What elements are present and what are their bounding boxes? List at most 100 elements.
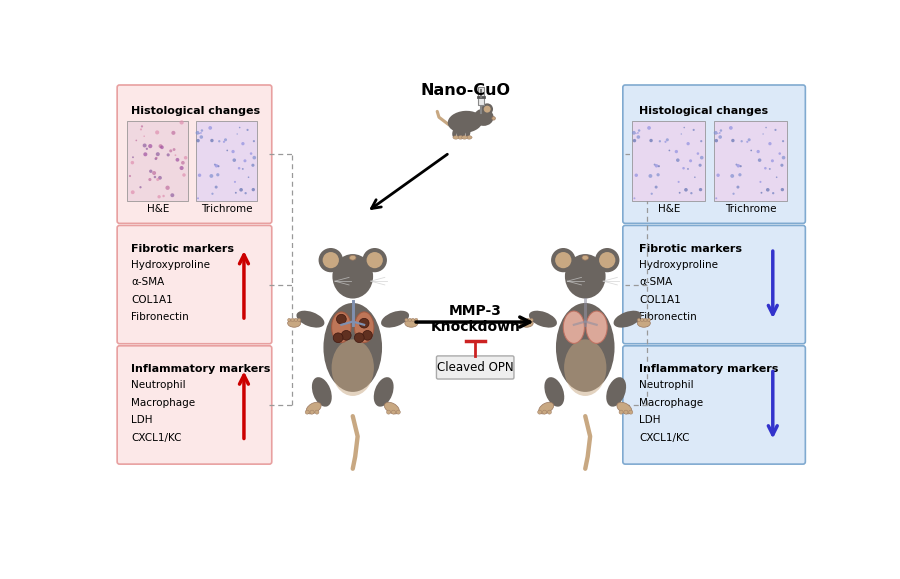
Bar bbox=[714, 121, 787, 201]
Circle shape bbox=[294, 318, 297, 321]
Circle shape bbox=[337, 314, 347, 324]
Circle shape bbox=[396, 410, 400, 414]
Circle shape bbox=[140, 129, 142, 130]
Circle shape bbox=[693, 129, 695, 131]
Circle shape bbox=[238, 127, 240, 129]
Circle shape bbox=[411, 318, 415, 321]
Circle shape bbox=[155, 130, 159, 134]
Circle shape bbox=[184, 156, 187, 159]
Ellipse shape bbox=[349, 255, 356, 260]
Text: Fibrotic markers: Fibrotic markers bbox=[131, 244, 235, 254]
Circle shape bbox=[158, 176, 162, 179]
Circle shape bbox=[234, 181, 236, 183]
Ellipse shape bbox=[374, 377, 393, 406]
Circle shape bbox=[355, 333, 365, 343]
Circle shape bbox=[227, 149, 228, 151]
FancyBboxPatch shape bbox=[436, 356, 514, 379]
Circle shape bbox=[651, 193, 652, 195]
Circle shape bbox=[152, 171, 156, 175]
Circle shape bbox=[716, 197, 717, 199]
Circle shape bbox=[170, 193, 175, 197]
Circle shape bbox=[215, 164, 218, 167]
Circle shape bbox=[179, 120, 184, 124]
Ellipse shape bbox=[296, 311, 324, 328]
Circle shape bbox=[148, 178, 151, 181]
Bar bbox=[127, 121, 188, 201]
FancyBboxPatch shape bbox=[117, 225, 272, 344]
Circle shape bbox=[717, 133, 718, 134]
Text: COL1A1: COL1A1 bbox=[639, 295, 681, 305]
Circle shape bbox=[654, 186, 658, 189]
Circle shape bbox=[158, 195, 161, 199]
Circle shape bbox=[176, 158, 179, 162]
Circle shape bbox=[224, 138, 227, 141]
Circle shape bbox=[679, 192, 680, 194]
Ellipse shape bbox=[306, 402, 321, 414]
Circle shape bbox=[694, 177, 696, 178]
Circle shape bbox=[687, 168, 688, 170]
Circle shape bbox=[232, 159, 236, 162]
Circle shape bbox=[132, 156, 134, 158]
Circle shape bbox=[392, 410, 395, 414]
Ellipse shape bbox=[384, 402, 400, 414]
Circle shape bbox=[524, 318, 526, 321]
Circle shape bbox=[551, 248, 575, 272]
Circle shape bbox=[678, 181, 680, 183]
Circle shape bbox=[405, 318, 408, 321]
Circle shape bbox=[624, 410, 628, 414]
Ellipse shape bbox=[452, 128, 457, 137]
Circle shape bbox=[148, 144, 152, 148]
Circle shape bbox=[740, 165, 742, 167]
Circle shape bbox=[690, 192, 692, 195]
Circle shape bbox=[363, 331, 373, 340]
Bar bbox=[479, 87, 484, 105]
Circle shape bbox=[526, 318, 530, 321]
Circle shape bbox=[235, 192, 237, 194]
Circle shape bbox=[771, 159, 774, 162]
Circle shape bbox=[751, 149, 752, 151]
Circle shape bbox=[171, 131, 176, 135]
Circle shape bbox=[250, 152, 252, 155]
Circle shape bbox=[772, 192, 774, 195]
Ellipse shape bbox=[582, 255, 589, 260]
Ellipse shape bbox=[614, 311, 642, 328]
Circle shape bbox=[140, 125, 143, 127]
Circle shape bbox=[322, 252, 339, 268]
Circle shape bbox=[698, 164, 702, 167]
Text: Trichrome: Trichrome bbox=[724, 204, 777, 214]
Circle shape bbox=[130, 190, 135, 194]
Ellipse shape bbox=[332, 254, 374, 299]
Text: COL1A1: COL1A1 bbox=[131, 295, 173, 305]
Circle shape bbox=[595, 248, 619, 272]
Circle shape bbox=[633, 139, 636, 142]
Circle shape bbox=[653, 164, 656, 166]
Circle shape bbox=[782, 140, 784, 142]
Circle shape bbox=[173, 148, 176, 151]
Ellipse shape bbox=[544, 377, 564, 406]
Circle shape bbox=[778, 152, 781, 155]
Circle shape bbox=[217, 165, 220, 167]
Circle shape bbox=[720, 129, 722, 132]
Circle shape bbox=[231, 150, 235, 153]
Circle shape bbox=[200, 135, 203, 139]
Circle shape bbox=[196, 139, 200, 142]
Circle shape bbox=[689, 159, 692, 162]
Circle shape bbox=[760, 181, 761, 183]
Circle shape bbox=[211, 139, 213, 142]
Text: Fibronectin: Fibronectin bbox=[639, 313, 698, 323]
Circle shape bbox=[143, 152, 148, 156]
Circle shape bbox=[333, 333, 343, 343]
Circle shape bbox=[636, 135, 640, 139]
Circle shape bbox=[386, 410, 391, 414]
Circle shape bbox=[253, 156, 256, 159]
FancyBboxPatch shape bbox=[623, 346, 806, 464]
Ellipse shape bbox=[473, 108, 493, 126]
Circle shape bbox=[142, 144, 147, 148]
Circle shape bbox=[143, 135, 145, 137]
Ellipse shape bbox=[616, 402, 632, 414]
Text: Hydroxyproline: Hydroxyproline bbox=[131, 259, 211, 270]
Circle shape bbox=[629, 410, 633, 414]
Text: CXCL1/KC: CXCL1/KC bbox=[131, 433, 182, 443]
Circle shape bbox=[288, 318, 291, 321]
Circle shape bbox=[684, 188, 688, 192]
